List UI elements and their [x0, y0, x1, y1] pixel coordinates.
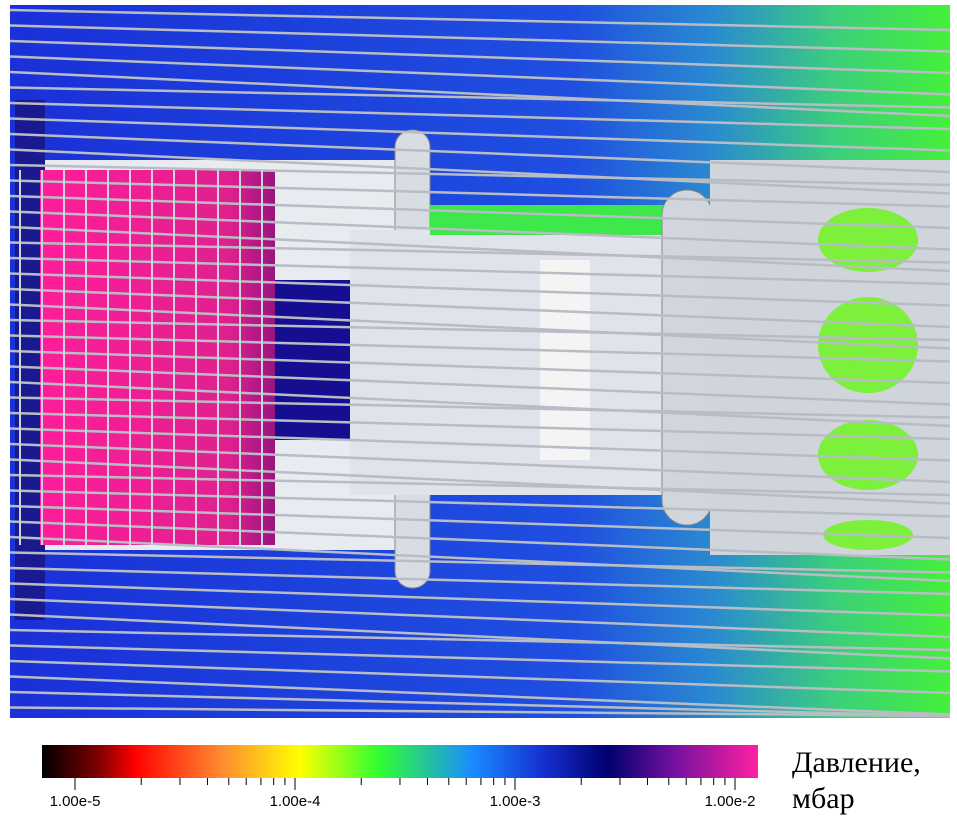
- colorbar-label: Давление,: [792, 746, 921, 779]
- visualization: 1.00e-5 1.00e-4 1.00e-3 1.00e-2 Давление…: [0, 0, 957, 816]
- colorbar-label: мбар: [792, 782, 855, 815]
- colorbar-ticks: [75, 778, 735, 790]
- page: 1.00e-5 1.00e-4 1.00e-3 1.00e-2 Давление…: [0, 0, 957, 816]
- colorbar: [42, 745, 758, 778]
- simulation: [10, 5, 950, 718]
- colorbar-tick-label: 1.00e-2: [705, 793, 756, 810]
- colorbar-tick-label: 1.00e-5: [50, 793, 101, 810]
- colorbar-tick-label: 1.00e-3: [490, 793, 541, 810]
- colorbar-tick-label: 1.00e-4: [270, 793, 321, 810]
